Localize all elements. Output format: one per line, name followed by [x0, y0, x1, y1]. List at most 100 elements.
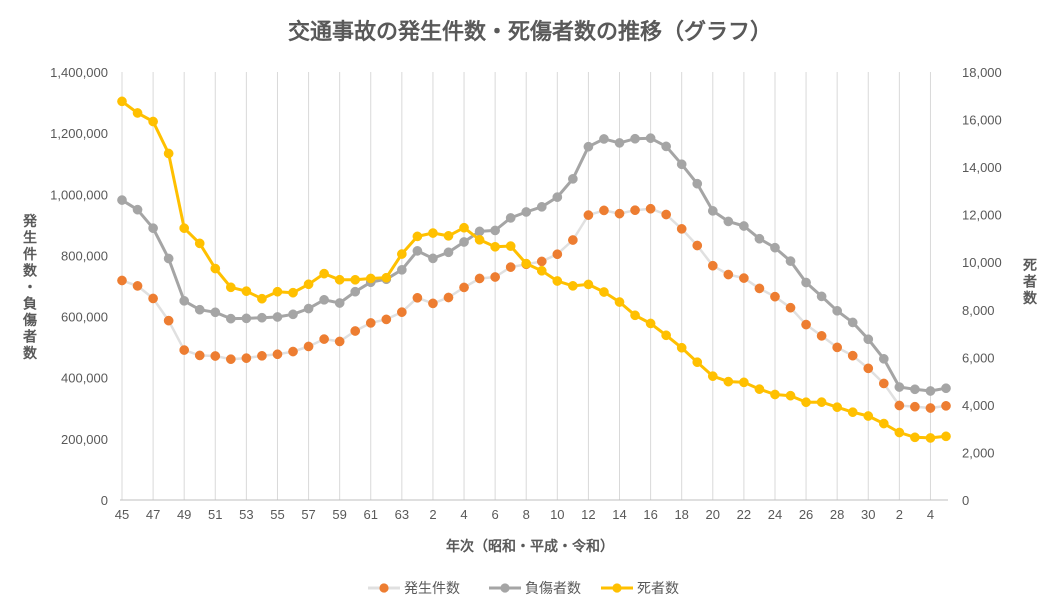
data-point-0 — [676, 224, 687, 234]
data-point-0 — [303, 341, 314, 352]
x-tick-label: 12 — [581, 507, 595, 522]
data-point-2 — [801, 397, 811, 408]
data-point-1 — [568, 174, 578, 184]
data-point-2 — [396, 249, 407, 259]
y-left-title-char: 数 — [23, 263, 38, 280]
data-point-0 — [816, 331, 827, 341]
y-right-tick-label: 2,000 — [962, 445, 995, 460]
legend-marker — [379, 583, 389, 593]
data-point-0 — [459, 282, 469, 293]
data-point-2 — [288, 287, 298, 298]
x-tick-label: 47 — [146, 507, 160, 522]
data-point-2 — [272, 286, 283, 297]
data-point-0 — [925, 403, 936, 413]
data-point-2 — [878, 418, 889, 429]
y-left-tick-label: 400,000 — [61, 371, 108, 386]
data-point-0 — [754, 283, 765, 294]
data-point-0 — [661, 209, 672, 220]
x-axis-title: 年次（昭和・平成・令和） — [446, 538, 614, 555]
x-tick-label: 8 — [523, 507, 530, 522]
series — [117, 96, 951, 443]
y-left-title-char: 発 — [22, 213, 38, 230]
data-point-2 — [925, 433, 936, 443]
data-point-0 — [428, 298, 438, 309]
data-point-0 — [707, 260, 718, 271]
x-tick-label: 14 — [612, 507, 626, 522]
data-point-1 — [194, 304, 205, 315]
y-left-tick-label: 600,000 — [61, 310, 108, 325]
data-point-2 — [117, 96, 127, 107]
y-left-title-char: 件 — [23, 246, 37, 263]
data-point-1 — [443, 247, 454, 258]
data-point-0 — [770, 291, 780, 302]
data-point-0 — [739, 273, 749, 283]
legend: 発生件数 負傷者数 死者数 — [368, 581, 679, 597]
data-point-1 — [148, 223, 158, 234]
y-right-tick-label: 14,000 — [962, 160, 1002, 175]
series-line-1 — [121, 136, 947, 393]
data-point-0 — [117, 275, 127, 286]
data-point-1 — [490, 225, 500, 236]
data-point-1 — [863, 334, 874, 345]
data-point-0 — [474, 273, 485, 284]
data-point-1 — [754, 233, 765, 244]
data-point-1 — [770, 242, 780, 253]
data-point-2 — [132, 108, 143, 118]
data-point-2 — [941, 431, 951, 442]
legend-label: 発生件数 — [404, 581, 460, 597]
data-point-1 — [925, 386, 936, 396]
data-point-1 — [132, 204, 143, 215]
data-point-0 — [505, 262, 516, 272]
data-point-2 — [381, 272, 392, 283]
data-point-2 — [692, 357, 703, 368]
data-point-2 — [474, 234, 485, 245]
data-point-2 — [894, 427, 905, 438]
data-point-0 — [832, 342, 843, 353]
y-left-tick-label: 1,200,000 — [50, 126, 108, 141]
data-point-2 — [552, 276, 563, 286]
data-point-1 — [396, 264, 407, 275]
x-tick-label: 20 — [706, 507, 720, 522]
data-point-0 — [490, 272, 500, 282]
x-tick-label: 18 — [674, 507, 688, 522]
data-point-1 — [785, 256, 796, 266]
data-point-1 — [676, 159, 687, 170]
data-point-0 — [179, 345, 190, 355]
data-point-1 — [630, 133, 640, 144]
data-point-0 — [365, 318, 376, 328]
data-point-2 — [832, 402, 843, 413]
data-point-0 — [630, 205, 640, 216]
data-point-1 — [536, 201, 547, 212]
y-right-tick-label: 12,000 — [962, 208, 1002, 223]
y-right-tick-label: 8,000 — [962, 303, 995, 318]
data-point-1 — [505, 213, 516, 223]
data-point-0 — [801, 319, 811, 330]
y-right-tick-label: 18,000 — [962, 65, 1002, 80]
data-point-1 — [832, 305, 843, 316]
x-tick-label: 4 — [927, 507, 934, 522]
data-point-1 — [599, 134, 609, 144]
data-point-2 — [536, 265, 547, 276]
data-point-2 — [816, 397, 827, 407]
data-point-1 — [707, 206, 718, 216]
x-tick-label: 61 — [364, 507, 378, 522]
data-point-0 — [910, 401, 920, 412]
data-point-0 — [552, 249, 563, 260]
data-point-2 — [754, 384, 765, 394]
data-point-2 — [459, 222, 469, 233]
data-point-0 — [599, 205, 609, 216]
x-tick-label: 55 — [270, 507, 284, 522]
data-point-2 — [225, 282, 236, 293]
y-left-tick-label: 1,000,000 — [50, 187, 108, 202]
data-point-0 — [210, 351, 221, 361]
series-line-2 — [121, 100, 947, 440]
data-point-0 — [692, 240, 703, 251]
legend-marker — [612, 583, 622, 593]
axes: 45 47 49 51 53 55 57 59 61 63 2 4 6 8 10 12 14 16 18 20 22 24… — [50, 65, 1002, 522]
x-tick-label: 16 — [643, 507, 657, 522]
data-point-0 — [319, 334, 329, 344]
data-point-0 — [241, 353, 252, 363]
data-point-0 — [396, 307, 407, 317]
data-point-1 — [894, 382, 905, 392]
